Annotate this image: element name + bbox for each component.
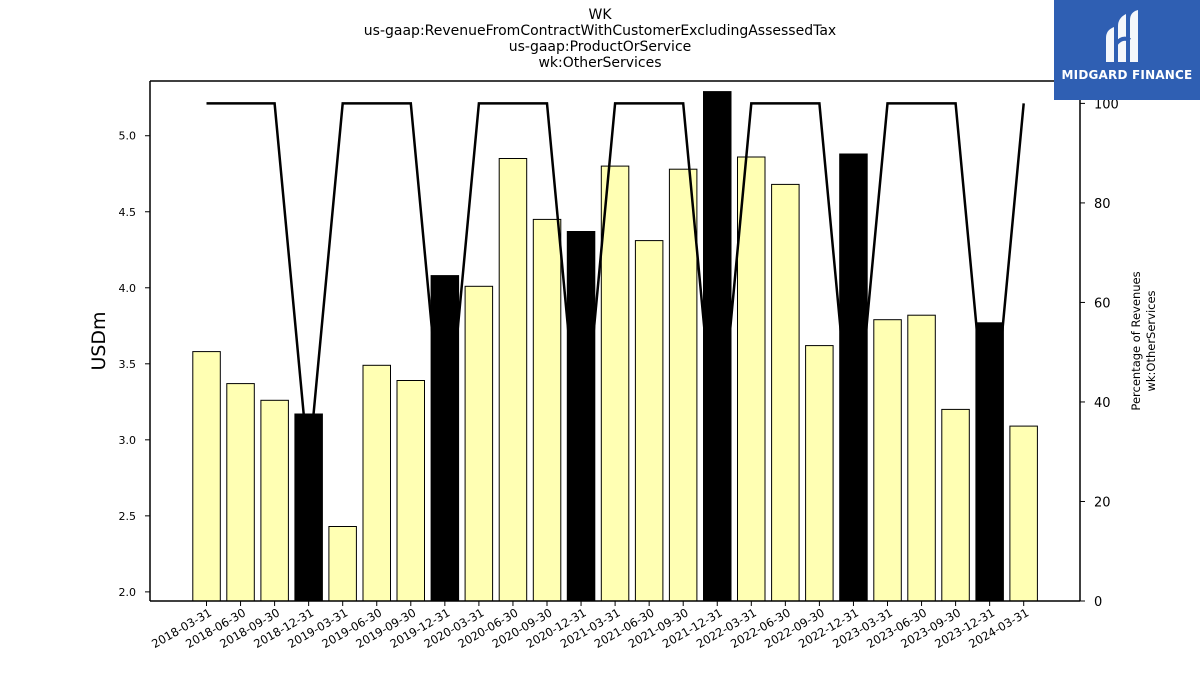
y-axis-label: USDm bbox=[88, 311, 110, 370]
y2-tick-label-20: 20 bbox=[1094, 495, 1111, 510]
bar-2023-06-30 bbox=[907, 314, 936, 602]
bar-2022-09-30 bbox=[805, 345, 834, 602]
bar-2022-06-30 bbox=[771, 183, 800, 602]
y-tick-label-3.0: 3.0 bbox=[119, 434, 137, 447]
y2-tick-label-100: 100 bbox=[1094, 97, 1119, 112]
y-tick-label-4.0: 4.0 bbox=[119, 282, 137, 295]
percentage-line bbox=[206, 102, 1025, 467]
y-tick-label-2.0: 2.0 bbox=[119, 586, 137, 599]
y2-axis-label-line-2: wk:OtherServices bbox=[1144, 290, 1158, 391]
y-tick-label-3.5: 3.5 bbox=[119, 358, 137, 371]
bar-2018-12-31 bbox=[294, 413, 323, 602]
y2-axis-label-line-1: Percentage of Revenues bbox=[1129, 271, 1143, 410]
bar-2018-09-30 bbox=[260, 399, 289, 602]
bar-2024-03-31 bbox=[1009, 425, 1038, 602]
bar-2020-09-30 bbox=[532, 218, 562, 602]
chart-title-line-2: us-gaap:RevenueFromContractWithCustomerE… bbox=[363, 23, 837, 39]
bar-2019-06-30 bbox=[362, 364, 391, 602]
bar-2021-06-30 bbox=[634, 240, 664, 602]
bar-2023-03-31 bbox=[873, 319, 902, 602]
y2-tick-label-40: 40 bbox=[1094, 396, 1111, 411]
y-tick-label-2.5: 2.5 bbox=[119, 510, 137, 523]
bar-2021-12-31 bbox=[703, 91, 732, 602]
bar-2021-03-31 bbox=[600, 165, 630, 602]
bar-2020-06-30 bbox=[498, 158, 528, 602]
logo-text: MIDGARD FINANCE bbox=[1061, 68, 1193, 82]
bar-2019-12-31 bbox=[430, 275, 460, 602]
bar-2018-06-30 bbox=[226, 383, 255, 602]
bar-2020-03-31 bbox=[464, 285, 494, 602]
bar-2023-09-30 bbox=[941, 408, 970, 602]
bar-2019-03-31 bbox=[328, 526, 357, 602]
company-logo: MIDGARD FINANCE bbox=[1054, 0, 1200, 100]
bar-2021-09-30 bbox=[668, 168, 698, 602]
y2-tick-label-60: 60 bbox=[1094, 296, 1111, 311]
bar-2018-03-31 bbox=[192, 351, 221, 602]
chart-title-line-3: us-gaap:ProductOrService bbox=[508, 39, 692, 55]
bar-2022-03-31 bbox=[737, 156, 766, 602]
y-tick-label-4.5: 4.5 bbox=[119, 206, 137, 219]
bar-2019-09-30 bbox=[396, 380, 425, 602]
y2-tick-label-0: 0 bbox=[1094, 595, 1102, 610]
chart-title-line-4: wk:OtherServices bbox=[538, 55, 662, 71]
logo-mark-icon bbox=[1106, 10, 1138, 62]
y2-tick-label-80: 80 bbox=[1094, 197, 1111, 212]
bar-2020-12-31 bbox=[566, 231, 596, 602]
y-tick-label-5.0: 5.0 bbox=[119, 130, 137, 143]
chart-title-line-1: WK bbox=[588, 7, 612, 23]
